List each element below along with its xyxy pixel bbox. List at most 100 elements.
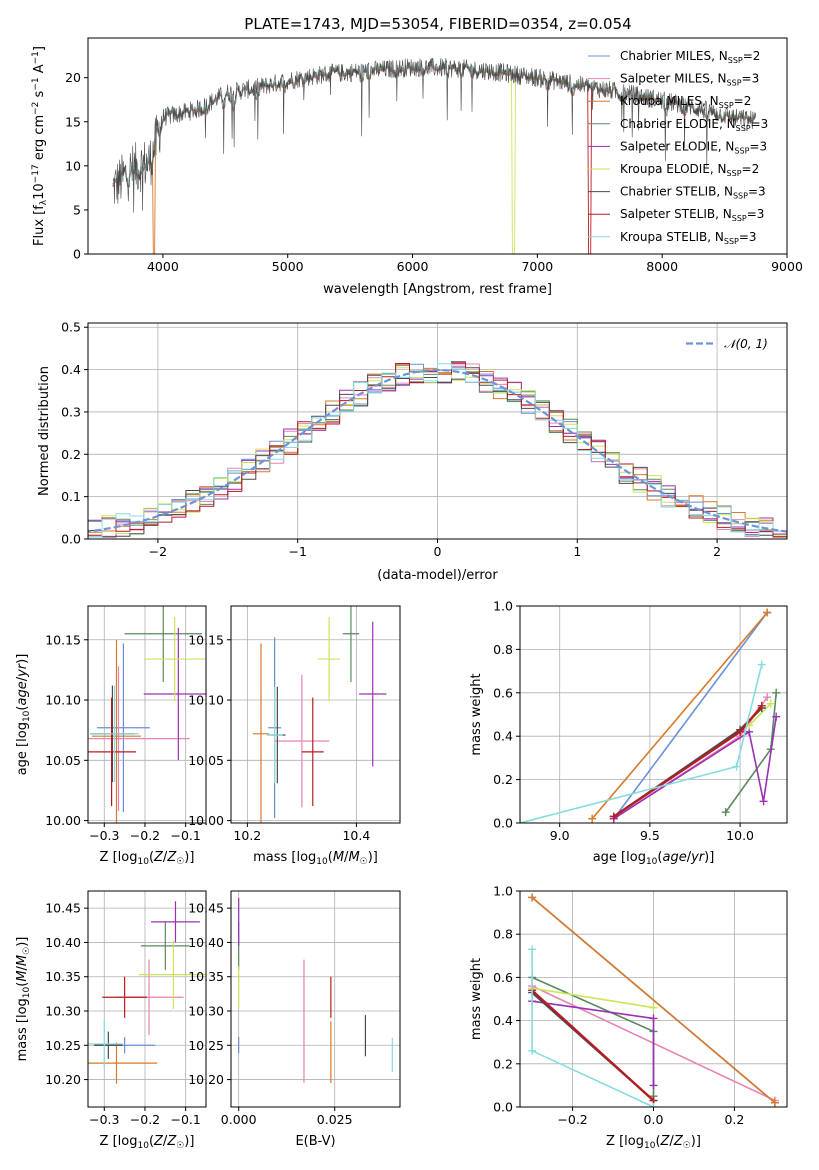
y-tick-label: 0.0 <box>493 1100 513 1115</box>
x-tick-label: 0.000 <box>221 1112 257 1127</box>
x-tick-label: 5000 <box>272 259 304 274</box>
x-axis-label: Z [log10(Z/Z☉)] <box>100 1134 195 1151</box>
series-line <box>613 612 768 820</box>
series <box>520 608 781 823</box>
series-marker <box>649 1003 658 1012</box>
panel-mass-weight-vs-age: 9.0 9.5 10.0 0.0 0.2 0.4 0.6 0.8 1.0 age [log10(a… <box>469 599 788 867</box>
axes-frame <box>87 890 207 1108</box>
series-line <box>613 707 763 818</box>
points <box>88 606 206 823</box>
y-tick-label: 0.4 <box>493 1013 513 1028</box>
y-axis-label: Normed distribution <box>37 366 52 496</box>
y-tick-label: 0.2 <box>61 447 81 462</box>
y-tick-label: 0.0 <box>493 816 513 831</box>
panel-mass-weight-vs-Z: −0.2 0.0 0.2 0.0 0.2 0.4 0.6 0.8 1.0 Z [log10(Z/Z… <box>469 884 788 1151</box>
y-tick-label: 10.15 <box>45 632 81 647</box>
y-tick-label: 10.30 <box>188 1004 224 1019</box>
x-axis-label: age [log10(age/yr)] <box>593 850 715 867</box>
legend-entry: Chabrier STELIB, NSSP=3 <box>620 185 766 201</box>
panel-spectrum: 4000 5000 6000 7000 8000 9000 0 5 10 15 20 waveleng… <box>31 37 803 297</box>
axes-frame <box>230 605 401 824</box>
y-tick-label: 0.6 <box>493 970 513 985</box>
x-axis-label: mass [log10(M/M☉)] <box>253 850 378 867</box>
series-marker <box>609 812 618 821</box>
y-axis-label: Flux [fλ10−17 erg cm−2 s−1 A−1] <box>31 46 49 246</box>
y-tick-label: 10 <box>65 158 81 173</box>
series-marker <box>588 814 597 823</box>
y-tick-label: 10.25 <box>45 1038 81 1053</box>
spectrum-lines <box>112 58 757 254</box>
series-marker <box>759 797 768 806</box>
legend-entry: Chabrier MILES, NSSP=2 <box>620 49 760 65</box>
y-tick-label: 0.3 <box>61 404 81 419</box>
x-axis-label: Z [log10(Z/Z☉)] <box>100 850 195 867</box>
y-tick-label: 10.15 <box>188 632 224 647</box>
series-marker <box>649 1081 658 1090</box>
x-tick-label: 0 <box>434 544 442 559</box>
x-tick-label: 0.2 <box>724 1112 744 1127</box>
points <box>238 897 393 1083</box>
y-tick-label: 10.45 <box>45 901 81 916</box>
series-marker <box>770 1098 779 1107</box>
x-tick-label: 9.5 <box>640 828 660 843</box>
legend-entry: Kroupa ELODIE, NSSP=2 <box>620 162 759 178</box>
axes-frame <box>87 37 788 255</box>
y-tick-label: 0.1 <box>61 489 81 504</box>
series <box>528 893 779 1107</box>
legend-entry: Salpeter ELODIE, NSSP=3 <box>620 139 767 155</box>
points <box>252 606 387 823</box>
series-line <box>613 705 763 818</box>
series-marker <box>721 808 730 817</box>
y-tick-label: 0.0 <box>61 532 81 547</box>
x-tick-label: 9.0 <box>550 828 570 843</box>
figure-title: PLATE=1743, MJD=53054, FIBERID=0354, z=0… <box>244 15 631 33</box>
y-tick-label: 0.2 <box>493 772 513 787</box>
y-tick-label: 10.25 <box>188 1038 224 1053</box>
x-tick-label: 10.0 <box>726 828 754 843</box>
y-axis-label: mass [log10(M/M☉)] <box>15 937 32 1062</box>
legend-entry: Salpeter STELIB, NSSP=3 <box>620 207 764 223</box>
x-tick-label: −0.3 <box>89 828 119 843</box>
y-tick-label: 10.40 <box>45 935 81 950</box>
series-line <box>531 987 654 1009</box>
x-tick-label: 6000 <box>397 259 429 274</box>
y-tick-label: 10.10 <box>45 693 81 708</box>
y-axis-label: mass weight <box>469 958 484 1040</box>
series-line <box>531 989 655 1102</box>
series-line <box>531 896 776 1104</box>
axes-frame <box>87 605 207 824</box>
x-tick-label: 9000 <box>771 259 803 274</box>
series-line <box>591 611 768 820</box>
panel-mass-vs-EBV: 0.000 0.025 10.20 10.25 10.30 10.35 10.40 10.45… <box>188 890 401 1149</box>
series-marker <box>649 1103 658 1107</box>
x-tick-label: 10.4 <box>342 828 370 843</box>
y-tick-label: 10.35 <box>45 969 81 984</box>
series-marker <box>528 945 537 954</box>
series-line <box>613 716 777 820</box>
y-tick-label: 0 <box>73 247 81 262</box>
x-tick-label: 8000 <box>646 259 678 274</box>
spectrum-line <box>112 58 757 213</box>
series-marker <box>528 1046 537 1055</box>
y-tick-label: 0.8 <box>493 927 513 942</box>
y-tick-label: 10.40 <box>188 935 224 950</box>
x-tick-label: 0.0 <box>644 1112 664 1127</box>
points <box>88 901 206 1084</box>
y-tick-label: 0.8 <box>493 642 513 657</box>
y-tick-label: 0.4 <box>493 729 513 744</box>
y-tick-label: 0.4 <box>61 362 81 377</box>
y-tick-label: 10.00 <box>188 813 224 828</box>
y-tick-label: 10.10 <box>188 693 224 708</box>
y-tick-label: 0.5 <box>61 320 81 335</box>
x-tick-label: −0.2 <box>130 1112 160 1127</box>
x-tick-label: −0.1 <box>170 1112 200 1127</box>
x-axis-label: (data-model)/error <box>377 568 498 583</box>
legend-entry: 𝒩(0, 1) <box>724 337 768 351</box>
y-tick-label: 1.0 <box>493 884 513 899</box>
x-axis-label: E(B-V) <box>295 1134 335 1149</box>
y-tick-label: 10.30 <box>45 1004 81 1019</box>
y-tick-label: 15 <box>65 114 81 129</box>
legend-entry: Salpeter MILES, NSSP=3 <box>620 72 759 88</box>
series-marker <box>528 893 537 902</box>
